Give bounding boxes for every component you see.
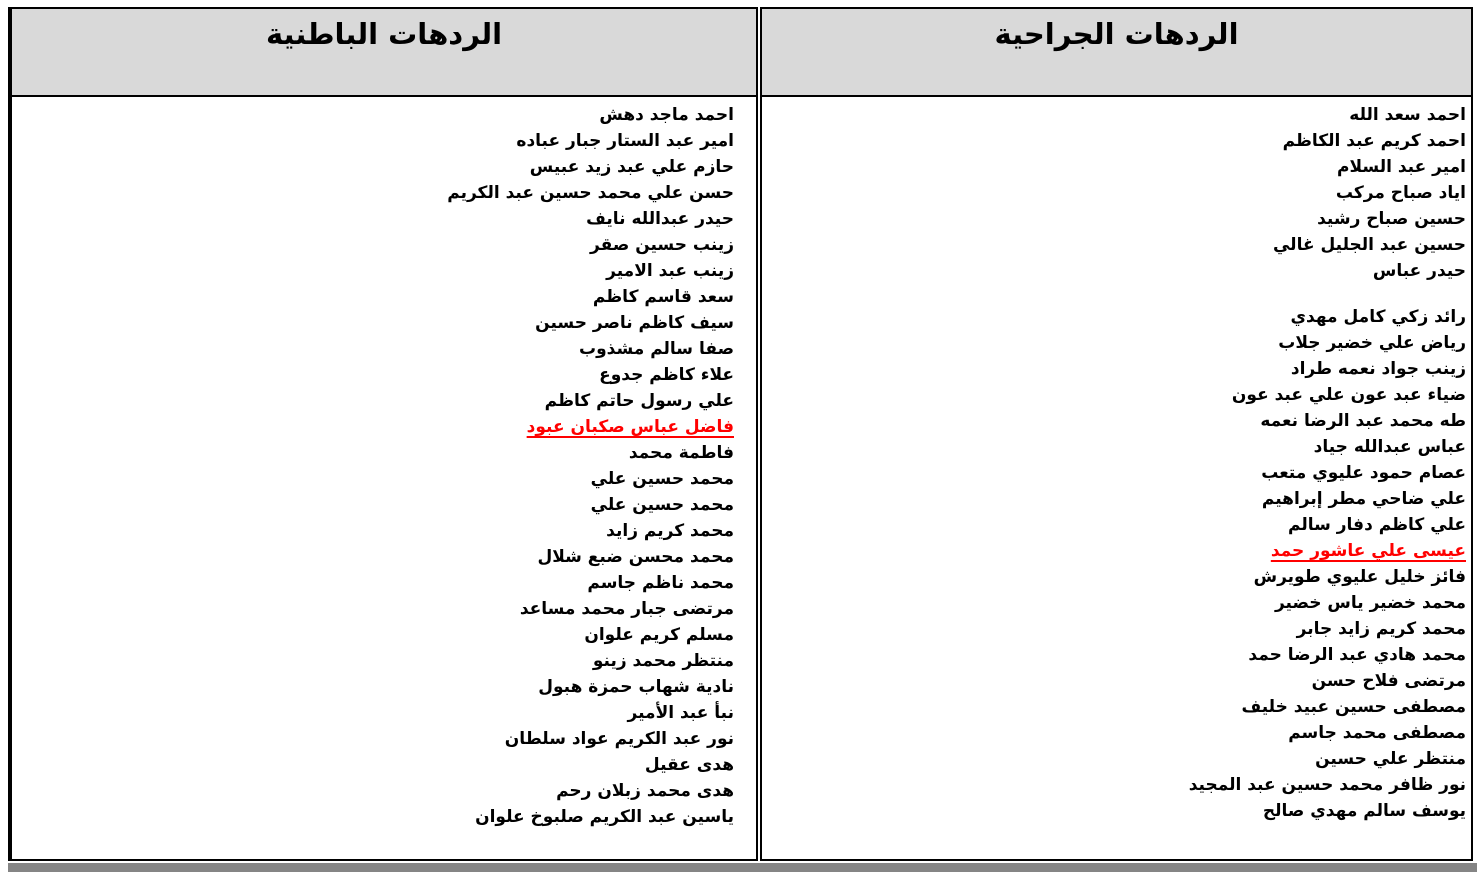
name-row: احمد سعد الله — [1349, 105, 1466, 125]
name-row: اياد صباح مركب — [1335, 183, 1466, 203]
name-row: طه محمد عبد الرضا نعمه — [1260, 411, 1466, 431]
name-row: زينب عبد الامير — [606, 261, 734, 281]
name-row: مسلم كريم علوان — [584, 625, 734, 645]
name-row: فائز خليل عليوي طويرش — [1253, 567, 1466, 587]
name-row: محمد خضير ياس خضير — [1274, 593, 1466, 613]
name-row: محمد محسن ضبع شلال — [537, 547, 734, 567]
name-row: حازم علي عبد زيد عبيس — [529, 157, 734, 177]
wards-table: الردهات الباطنية احمد ماجد دهش امير عبد ا… — [8, 7, 1473, 861]
name-row: هدى محمد زبلان رحم — [556, 781, 734, 801]
name-row: محمد كريم زايد — [606, 521, 734, 541]
surgical-wards-list: احمد سعد الله احمد كريم عبد الكاظم امير عب… — [762, 97, 1471, 859]
name-row: امير عبد السلام — [1337, 157, 1466, 177]
name-row: زينب حسين صقر — [590, 235, 734, 255]
name-row: عصام حمود عليوي متعب — [1261, 463, 1466, 483]
internal-wards-column: الردهات الباطنية احمد ماجد دهش امير عبد ا… — [8, 7, 758, 861]
name-row: حسن علي محمد حسين عبد الكريم — [447, 183, 734, 203]
name-row: مصطفى محمد جاسم — [1288, 723, 1466, 743]
internal-wards-list: احمد ماجد دهش امير عبد الستار جبار عباده ح… — [12, 97, 756, 859]
name-row: مرتضى جبار محمد مساعد — [519, 599, 734, 619]
name-row: سيف كاظم ناصر حسين — [535, 313, 734, 333]
name-row: محمد ناظم جاسم — [587, 573, 734, 593]
highlighted-name-row: فاضل عباس صكبان عبود — [526, 417, 734, 437]
name-row: امير عبد الستار جبار عباده — [516, 131, 734, 151]
name-row: عباس عبدالله جياد — [1313, 437, 1466, 457]
list-gap — [762, 284, 1466, 304]
name-row: نور ظافر محمد حسين عبد المجيد — [1188, 775, 1466, 795]
name-row: حيدر عباس — [1372, 261, 1466, 281]
name-row: نبأ عبد الأمير — [627, 703, 734, 723]
name-row: نور عبد الكريم عواد سلطان — [504, 729, 734, 749]
name-row: سعد قاسم كاظم — [592, 287, 734, 307]
name-row: علي رسول حاتم كاظم — [544, 391, 734, 411]
name-row: علي كاظم دفار سالم — [1288, 515, 1466, 535]
name-row: رائد زكي كامل مهدي — [1290, 307, 1466, 327]
name-row: زينب جواد نعمه طراد — [1290, 359, 1466, 379]
name-row: حسين عبد الجليل غالي — [1272, 235, 1466, 255]
name-row: احمد كريم عبد الكاظم — [1282, 131, 1466, 151]
name-row: منتظر محمد زينو — [592, 651, 734, 671]
name-row: حسين صباح رشيد — [1317, 209, 1466, 229]
name-row: علاء كاظم جدوع — [599, 365, 734, 385]
name-row: نادية شهاب حمزة هبول — [538, 677, 734, 697]
name-row: محمد حسين علي — [590, 495, 734, 515]
name-row: حيدر عبدالله نايف — [586, 209, 734, 229]
name-row: فاطمة محمد — [628, 443, 734, 463]
name-row: محمد حسين علي — [590, 469, 734, 489]
page-bottom-bar — [8, 863, 1477, 872]
name-row: محمد هادي عبد الرضا حمد — [1248, 645, 1466, 665]
name-row: مرتضى فلاح حسن — [1311, 671, 1466, 691]
surgical-wards-header: الردهات الجراحية — [762, 9, 1471, 97]
name-row: صفا سالم مشذوب — [579, 339, 734, 359]
name-row: رياض علي خضير جلاب — [1278, 333, 1466, 353]
name-row: ياسين عبد الكريم صلبوخ علوان — [475, 807, 734, 827]
name-row: ضياء عبد عون علي عبد عون — [1231, 385, 1466, 405]
surgical-wards-column: الردهات الجراحية احمد سعد الله احمد كريم … — [760, 7, 1473, 861]
name-row: يوسف سالم مهدي صالح — [1262, 801, 1466, 821]
name-row: مصطفى حسين عبيد خليف — [1241, 697, 1466, 717]
highlighted-name-row: عيسى علي عاشور حمد — [1270, 541, 1466, 561]
name-row: علي ضاحي مطر إبراهيم — [1261, 489, 1466, 509]
name-row: هدى عقيل — [644, 755, 734, 775]
internal-wards-header: الردهات الباطنية — [12, 9, 756, 97]
name-row: محمد كريم زايد جابر — [1296, 619, 1466, 639]
name-row: احمد ماجد دهش — [599, 105, 734, 125]
name-row: منتظر علي حسين — [1315, 749, 1466, 769]
